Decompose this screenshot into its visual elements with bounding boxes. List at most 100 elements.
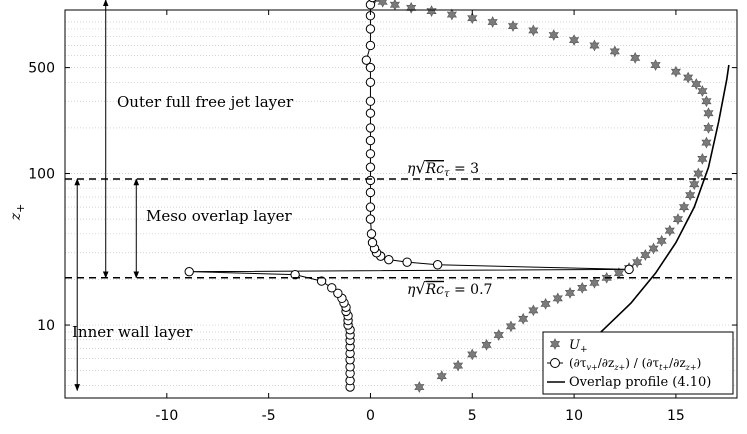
u-plus-point bbox=[481, 338, 492, 351]
y-tick-label: 10 bbox=[37, 318, 55, 334]
ratio-point bbox=[365, 202, 376, 212]
u-plus-point bbox=[467, 12, 478, 25]
u-plus-point bbox=[650, 59, 661, 71]
u-plus-point bbox=[685, 189, 696, 202]
ratio-point bbox=[365, 40, 376, 51]
u-plus-point bbox=[446, 8, 457, 21]
ratio-point bbox=[368, 0, 377, 3]
ratio-point bbox=[333, 288, 343, 298]
u-plus-point bbox=[697, 152, 708, 165]
legend: U+(∂τv+/∂zz+) / (∂τt+/∂zz+) Overlap profi… bbox=[542, 331, 734, 395]
u-plus-point bbox=[552, 292, 563, 305]
x-tick-label: 5 bbox=[468, 408, 477, 424]
u-plus-point bbox=[436, 370, 447, 383]
u-plus-point bbox=[487, 16, 498, 28]
u-plus-point bbox=[589, 39, 600, 52]
ratio-point bbox=[365, 162, 376, 172]
u-plus-point bbox=[452, 359, 464, 372]
ratio-point bbox=[365, 175, 376, 186]
reference-lines: η√Rcτ = 3 η√Rcτ = 0.7 bbox=[65, 158, 737, 300]
ratio-line bbox=[189, 0, 630, 388]
ratio-point bbox=[402, 257, 412, 267]
u-plus-point bbox=[697, 85, 708, 97]
ratio-point bbox=[365, 96, 376, 106]
u-plus-point bbox=[703, 122, 714, 134]
u-plus-point bbox=[691, 78, 702, 90]
overlap-profile-line bbox=[577, 64, 730, 354]
u-plus-point bbox=[648, 242, 659, 255]
u-plus-point bbox=[564, 287, 576, 299]
ratio-point bbox=[365, 187, 376, 198]
ratio-point bbox=[365, 77, 376, 87]
series-layer bbox=[184, 0, 730, 393]
x-tick-label: 0 bbox=[366, 408, 375, 424]
u-plus-point bbox=[632, 256, 643, 269]
reference-line-label: η√Rcτ = 0.7 bbox=[407, 279, 492, 300]
u-plus-point bbox=[505, 320, 517, 333]
u-plus-point bbox=[493, 329, 504, 341]
u-plus-point bbox=[689, 178, 700, 191]
series-stress-gradient-ratio bbox=[184, 0, 634, 392]
annotations: Outer full free jet layer Meso overlap la… bbox=[72, 0, 294, 392]
ratio-point bbox=[365, 135, 376, 146]
u-plus-point bbox=[703, 107, 714, 120]
annotation-label: Meso overlap layer bbox=[146, 207, 292, 225]
legend-label-overlap: Overlap profile (4.10) bbox=[569, 375, 711, 390]
y-axis-label: z+ bbox=[8, 204, 27, 222]
grid bbox=[65, 21, 737, 386]
ratio-point bbox=[365, 149, 376, 159]
ratio-point bbox=[361, 55, 372, 65]
ratio-point bbox=[366, 229, 377, 239]
u-plus-point bbox=[701, 95, 712, 108]
u-plus-point bbox=[672, 213, 684, 225]
x-tick-label: 10 bbox=[565, 408, 583, 424]
legend-label-ratio: (∂τv+/∂zz+) / (∂τt+/∂zz+) bbox=[569, 356, 701, 372]
annotation-label: Outer full free jet layer bbox=[117, 93, 294, 111]
u-plus-point bbox=[569, 34, 580, 46]
u-plus-point bbox=[528, 304, 539, 317]
u-plus-point bbox=[640, 249, 651, 261]
u-plus-point bbox=[693, 167, 704, 180]
legend-symbol-ratio bbox=[550, 358, 560, 368]
u-plus-point bbox=[540, 297, 551, 310]
ratio-point bbox=[365, 214, 376, 224]
u-plus-point bbox=[678, 201, 690, 214]
u-plus-point bbox=[377, 0, 388, 8]
u-plus-point bbox=[577, 281, 588, 294]
u-plus-point bbox=[670, 65, 681, 78]
u-plus-point bbox=[683, 71, 694, 84]
ratio-point bbox=[290, 269, 300, 280]
x-tick-label: 15 bbox=[667, 408, 685, 424]
axes: -10 -5 0 5 10 15 10 100 500 z+ bbox=[8, 10, 737, 424]
y-tick-label: 500 bbox=[28, 61, 55, 77]
x-tick-label: -5 bbox=[262, 408, 276, 424]
plot-frame bbox=[64, 9, 738, 399]
ratio-point bbox=[624, 264, 634, 275]
u-plus-point bbox=[406, 1, 417, 14]
u-plus-point bbox=[518, 312, 529, 325]
ratio-point bbox=[365, 108, 376, 118]
u-plus-point bbox=[609, 45, 620, 58]
legend-box bbox=[542, 331, 734, 395]
u-plus-point bbox=[656, 234, 667, 247]
u-plus-point bbox=[701, 136, 712, 149]
ratio-point bbox=[432, 260, 443, 270]
ratio-point bbox=[184, 266, 194, 277]
x-tick-label: -10 bbox=[155, 408, 178, 424]
ratio-point bbox=[384, 254, 394, 265]
legend-label-u-plus: U+ bbox=[569, 338, 588, 355]
ratio-point bbox=[365, 62, 376, 73]
u-plus-point bbox=[426, 5, 437, 17]
u-plus-point bbox=[589, 276, 600, 289]
legend-symbol-u-plus bbox=[549, 338, 561, 350]
u-plus-point bbox=[467, 348, 478, 361]
u-plus-point bbox=[548, 29, 559, 41]
y-tick-label: 100 bbox=[28, 167, 55, 183]
reference-line-label: η√Rcτ = 3 bbox=[407, 158, 479, 179]
u-plus-point bbox=[507, 20, 519, 32]
ratio-point bbox=[367, 237, 378, 248]
ratio-point bbox=[316, 276, 327, 286]
ratio-point bbox=[365, 123, 376, 133]
u-plus-point bbox=[664, 224, 675, 237]
